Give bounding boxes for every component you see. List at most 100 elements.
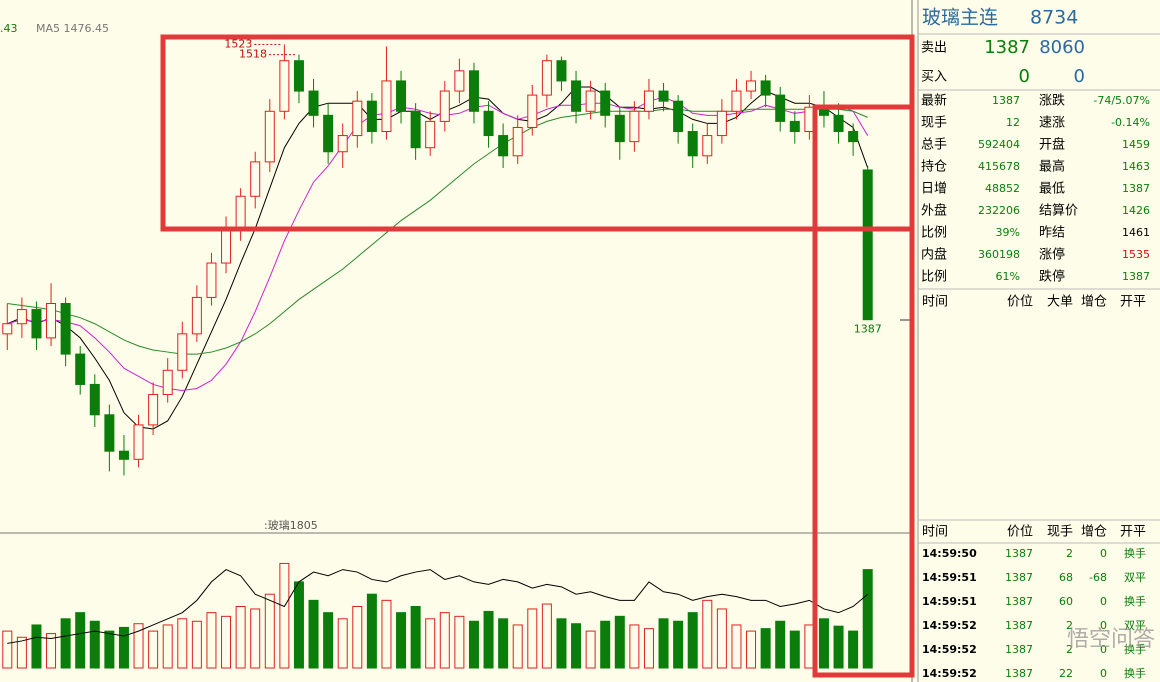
trade-cell: 0 (1100, 547, 1107, 560)
volume-bar (60, 618, 71, 669)
quote-label: 结算价 (1039, 204, 1078, 219)
candle-body (775, 94, 786, 122)
candle-body (206, 262, 217, 298)
volume-bar (818, 618, 829, 669)
volume-bar (789, 630, 800, 669)
quote-label: 涨跌 (1039, 93, 1065, 109)
quote-label: 比例 (921, 226, 947, 241)
volume-label: :玻璃1805 (264, 518, 318, 532)
volume-bar (410, 606, 421, 669)
candle-body (191, 296, 202, 335)
quote-value: 39% (996, 226, 1020, 239)
candle-body (731, 90, 742, 112)
candle-body (381, 80, 392, 133)
volume-bar (643, 628, 654, 669)
trade-cell: 14:59:52 (922, 619, 977, 632)
candle-body (848, 131, 859, 143)
candle-body (323, 114, 334, 153)
quote-label: 最低 (1039, 182, 1065, 197)
volume-bar (614, 615, 625, 669)
ticks-header: 开平 (1120, 295, 1146, 310)
volume-bar (396, 612, 407, 669)
quote-label: 日增 (921, 182, 947, 197)
quote-value: 232206 (978, 204, 1020, 217)
quote-value: -0.14% (1111, 116, 1150, 129)
open-interest-line (7, 569, 869, 644)
candle-body (16, 309, 27, 325)
quote-label: 持仓 (921, 160, 947, 175)
trade-cell: 换手 (1124, 666, 1146, 680)
volume-bar (235, 606, 246, 669)
volume-bar (337, 618, 348, 669)
volume-bar (177, 618, 188, 669)
trade-cell: 22 (1059, 667, 1073, 680)
volume-bar (89, 620, 100, 669)
quote-value: 1459 (1122, 138, 1150, 151)
volume-bar (439, 612, 450, 669)
volume-bar (308, 599, 319, 669)
quote-value: 1463 (1122, 160, 1150, 173)
volume-bar (498, 618, 509, 669)
quote-value: 592404 (978, 138, 1020, 151)
trade-cell: 0 (1100, 595, 1107, 608)
volume-bar (512, 624, 523, 669)
trade-cell: 14:59:52 (922, 643, 977, 656)
symbol-name: 玻璃主连 (922, 7, 998, 29)
highlight-box (812, 104, 915, 678)
quote-label: 比例 (921, 270, 947, 285)
quote-label: 最新 (921, 93, 947, 109)
order-volume: 8060 (1039, 37, 1085, 58)
candle-body (512, 126, 523, 157)
candle-body (585, 90, 596, 112)
volume-bar (293, 581, 304, 669)
quote-label: 外盘 (921, 203, 947, 219)
trade-cell: -68 (1089, 571, 1107, 584)
trade-cell: 1387 (1005, 595, 1033, 608)
volume-bar (16, 636, 27, 669)
volume-bar (658, 618, 669, 669)
candle-body (89, 383, 100, 416)
volume-bar (264, 593, 275, 669)
quote-label: 现手 (921, 116, 947, 131)
candle-body (264, 110, 275, 163)
candle-body (541, 60, 552, 96)
candle-body (148, 394, 159, 426)
candle-body (571, 80, 582, 112)
trades-header: 价位 (1007, 525, 1033, 540)
candle-body (556, 60, 567, 82)
volume-bar (133, 623, 144, 669)
volume-bar (148, 630, 159, 669)
quote-value: 1426 (1122, 204, 1150, 217)
volume-bar (585, 630, 596, 669)
quote-label: 内盘 (921, 247, 947, 263)
candle-body (833, 114, 844, 133)
candle-body (658, 90, 669, 102)
ticks-header: 大单 (1047, 295, 1073, 310)
trade-cell: 14:59:52 (922, 667, 977, 680)
candle-body (250, 161, 261, 197)
volume-bar (118, 626, 129, 669)
trade-cell: 2 (1066, 547, 1073, 560)
volume-bar (468, 620, 479, 669)
trades-header: 现手 (1047, 525, 1073, 540)
trade-cell: 1387 (1005, 619, 1033, 632)
volume-bar (221, 615, 232, 669)
ticks-header: 时间 (922, 295, 948, 310)
volume-bar (848, 630, 859, 669)
volume-bar (687, 612, 698, 669)
quote-label: 昨结 (1039, 226, 1065, 241)
trades-header: 开平 (1120, 525, 1146, 540)
trade-cell: 1387 (1005, 667, 1033, 680)
volume-bar (104, 630, 115, 669)
order-price: 0 (1019, 66, 1030, 87)
symbol-code: 8734 (1030, 7, 1078, 29)
candle-body (629, 110, 640, 143)
trade-cell: 换手 (1124, 642, 1146, 656)
candle-body (410, 110, 421, 149)
peak-label: 1523 (224, 38, 252, 51)
quote-value: 1387 (1122, 270, 1150, 283)
candle-body (600, 90, 611, 116)
candle-body (221, 228, 232, 264)
